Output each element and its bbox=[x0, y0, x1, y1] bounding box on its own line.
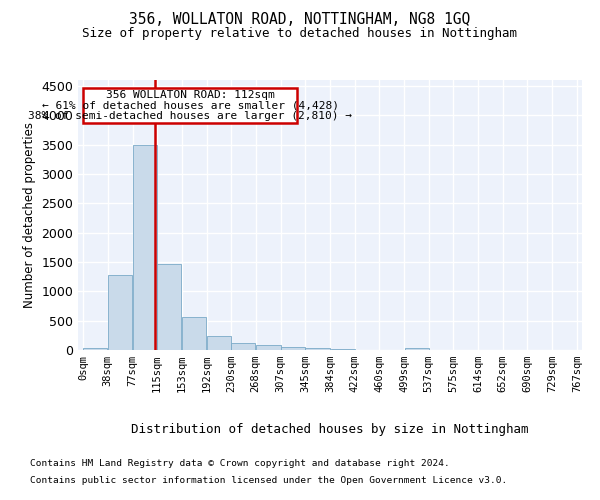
Bar bbox=[207, 336, 231, 350]
FancyBboxPatch shape bbox=[83, 88, 297, 123]
Bar bbox=[108, 275, 133, 350]
Text: Contains HM Land Registry data © Crown copyright and database right 2024.: Contains HM Land Registry data © Crown c… bbox=[30, 458, 450, 468]
Y-axis label: Number of detached properties: Number of detached properties bbox=[23, 122, 36, 308]
Bar bbox=[281, 347, 305, 350]
Bar bbox=[182, 316, 206, 350]
Bar bbox=[83, 348, 107, 350]
Bar bbox=[305, 348, 330, 350]
Bar bbox=[331, 348, 355, 350]
Bar bbox=[157, 264, 181, 350]
Bar bbox=[404, 348, 428, 350]
Text: 356 WOLLATON ROAD: 112sqm: 356 WOLLATON ROAD: 112sqm bbox=[106, 90, 274, 100]
Bar bbox=[232, 344, 256, 350]
Text: Size of property relative to detached houses in Nottingham: Size of property relative to detached ho… bbox=[83, 28, 517, 40]
Text: Distribution of detached houses by size in Nottingham: Distribution of detached houses by size … bbox=[131, 422, 529, 436]
Text: 356, WOLLATON ROAD, NOTTINGHAM, NG8 1GQ: 356, WOLLATON ROAD, NOTTINGHAM, NG8 1GQ bbox=[130, 12, 470, 28]
Bar bbox=[256, 346, 281, 350]
Text: Contains public sector information licensed under the Open Government Licence v3: Contains public sector information licen… bbox=[30, 476, 507, 485]
Bar bbox=[133, 144, 157, 350]
Text: 38% of semi-detached houses are larger (2,810) →: 38% of semi-detached houses are larger (… bbox=[28, 111, 352, 121]
Text: ← 61% of detached houses are smaller (4,428): ← 61% of detached houses are smaller (4,… bbox=[41, 100, 338, 110]
